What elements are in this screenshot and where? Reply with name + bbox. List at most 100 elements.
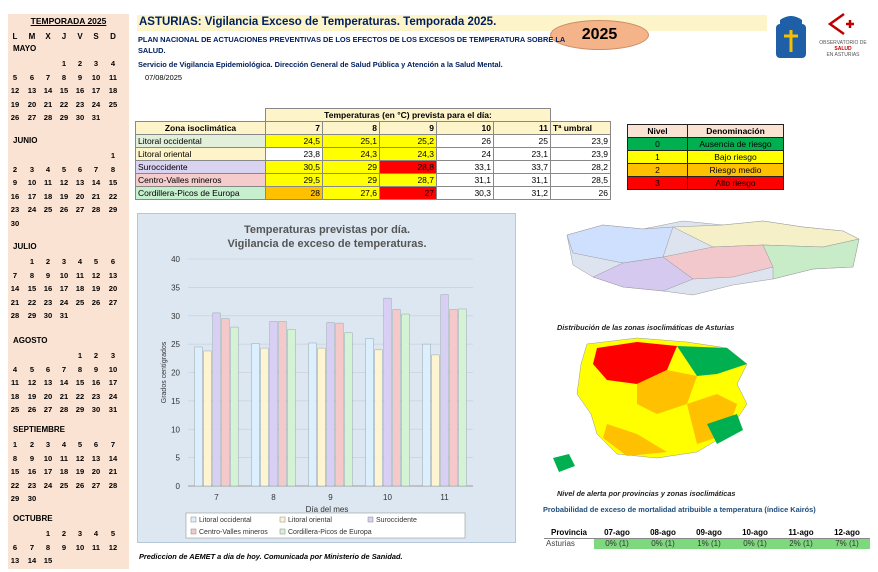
calendar-day: 12 xyxy=(108,542,118,552)
calendar-day: 9 xyxy=(77,72,83,82)
calendar-week: 5 6 7 8 9 10 11 xyxy=(8,73,129,85)
calendar-day: 8 xyxy=(29,270,35,280)
temperature-table: Temperaturas (en °C) prevista para el dí… xyxy=(135,108,611,200)
calendar-month-junio: JUNIO xyxy=(13,136,38,145)
calendar-day: 21 xyxy=(59,391,69,401)
calendar-day: 10 xyxy=(91,72,101,82)
plan-line-2: SALUD. xyxy=(138,46,166,55)
x-tick-label: 7 xyxy=(214,493,219,502)
temperature-cell: 24 xyxy=(436,147,494,161)
y-tick-label: 10 xyxy=(171,425,180,434)
calendar-day: 13 xyxy=(10,556,20,566)
day-header: 10 xyxy=(436,121,494,135)
calendar-day: 17 xyxy=(91,86,101,96)
bar-cordillera-picos-de-europa xyxy=(458,308,467,487)
calendar-day: 10 xyxy=(75,542,85,552)
bar-cordillera-picos-de-europa xyxy=(230,326,239,487)
calendar-month-mayo: MAYO xyxy=(13,44,37,53)
calendar-day: 13 xyxy=(108,270,118,280)
calendar-day: 22 xyxy=(59,99,69,109)
calendar-day: 27 xyxy=(108,297,118,307)
calendar-day: 13 xyxy=(75,178,85,188)
legend-swatch xyxy=(190,528,197,535)
calendar-day: 16 xyxy=(91,378,101,388)
calendar-day: 5 xyxy=(61,164,67,174)
kairos-title: Probabilidad de exceso de mortalidad atr… xyxy=(543,505,816,514)
calendar-day: 20 xyxy=(75,191,85,201)
bar-litoral-occidental xyxy=(251,343,260,487)
calendar-day: 9 xyxy=(45,270,51,280)
legend-swatch xyxy=(279,516,286,523)
zone-name: Centro-Valles mineros xyxy=(135,173,266,187)
calendar-day: 2 xyxy=(29,440,35,449)
calendar-day: 14 xyxy=(108,453,118,463)
calendar-day: 25 xyxy=(10,405,20,415)
calendar-day: 12 xyxy=(27,378,37,388)
calendar-day: 10 xyxy=(27,178,37,188)
calendar-day: 9 xyxy=(61,542,67,552)
calendar-day: 8 xyxy=(77,364,83,374)
calendar-day: 7 xyxy=(110,440,116,449)
calendar-week: 7 8 9 10 11 12 13 xyxy=(8,271,129,283)
zone-name: Cordillera-Picos de Europa xyxy=(135,186,266,200)
temperature-cell: 27 xyxy=(379,186,437,200)
bar-litoral-occidental xyxy=(194,346,203,487)
calendar-day: 23 xyxy=(91,391,101,401)
calendar-day: 22 xyxy=(27,297,37,307)
bar-litoral-oriental xyxy=(374,349,383,487)
calendar-day: 31 xyxy=(59,311,69,321)
bar-cordillera-picos-de-europa xyxy=(401,313,410,487)
temperature-cell: 30,5 xyxy=(265,160,323,174)
calendar-week: 21 22 23 24 25 26 27 xyxy=(8,298,129,310)
kairos-header: 08-ago xyxy=(640,527,686,539)
weekday-label: V xyxy=(77,32,83,41)
calendar-day: 29 xyxy=(10,494,20,504)
calendar-title: TEMPORADA 2025 xyxy=(30,16,107,26)
umbral-cell: 23,9 xyxy=(550,134,611,148)
calendar-day: 8 xyxy=(45,542,51,552)
calendar-week: 6 7 8 9 10 11 12 xyxy=(8,543,129,555)
calendar-day: 11 xyxy=(91,542,101,552)
calendar-day: 11 xyxy=(59,453,69,463)
calendar-day: 10 xyxy=(43,453,53,463)
calendar-day: 18 xyxy=(59,467,69,477)
calendar-day: 23 xyxy=(27,480,37,490)
kairos-value: 1% (1) xyxy=(686,538,732,549)
temperature-cell: 29,5 xyxy=(265,173,323,187)
calendar-week: 22 23 24 25 26 27 28 xyxy=(8,481,129,493)
calendar-day: 16 xyxy=(10,191,20,201)
zone-row: Litoral occidental 24,5 25,1 25,2 26 25 23,9 xyxy=(135,134,611,148)
calendar-day: 17 xyxy=(59,284,69,294)
calendar-day: 24 xyxy=(43,480,53,490)
calendar-day: 12 xyxy=(59,178,69,188)
risk-level-number: 1 xyxy=(627,150,688,164)
calendar-day: 14 xyxy=(43,86,53,96)
calendar-day: 2 xyxy=(12,164,18,174)
calendar-day: 15 xyxy=(27,284,37,294)
risk-level-number: 3 xyxy=(627,176,688,190)
calendar-day: 5 xyxy=(12,72,18,82)
calendar-week: 19 20 21 22 23 24 25 xyxy=(8,100,129,112)
risk-level-number: 2 xyxy=(627,163,688,177)
calendar-day: 9 xyxy=(93,364,99,374)
weekday-label: J xyxy=(61,32,67,41)
zone-name: Suroccidente xyxy=(135,160,266,174)
calendar-day: 30 xyxy=(43,311,53,321)
y-tick-label: 5 xyxy=(176,454,181,463)
temperature-cell: 23,1 xyxy=(493,147,551,161)
calendar-month-julio: JULIO xyxy=(13,242,37,251)
calendar-day: 2 xyxy=(93,351,99,360)
page-title: ASTURIAS: Vigilancia Exceso de Temperatu… xyxy=(139,16,497,28)
weekday-label: D xyxy=(110,32,116,41)
calendar-day: 29 xyxy=(27,311,37,321)
calendar-day: 24 xyxy=(108,391,118,401)
calendar-day: 1 xyxy=(77,351,83,360)
calendar-week: 18 19 20 21 22 23 24 xyxy=(8,392,129,404)
zone-name: Litoral occidental xyxy=(135,134,266,148)
asturias-coat-of-arms-icon xyxy=(776,16,806,58)
bar-litoral-oriental xyxy=(260,347,269,487)
calendar-day: 7 xyxy=(93,164,99,174)
bar-suroccidente xyxy=(326,322,335,487)
report-date: 07/08/2025 xyxy=(145,73,182,82)
